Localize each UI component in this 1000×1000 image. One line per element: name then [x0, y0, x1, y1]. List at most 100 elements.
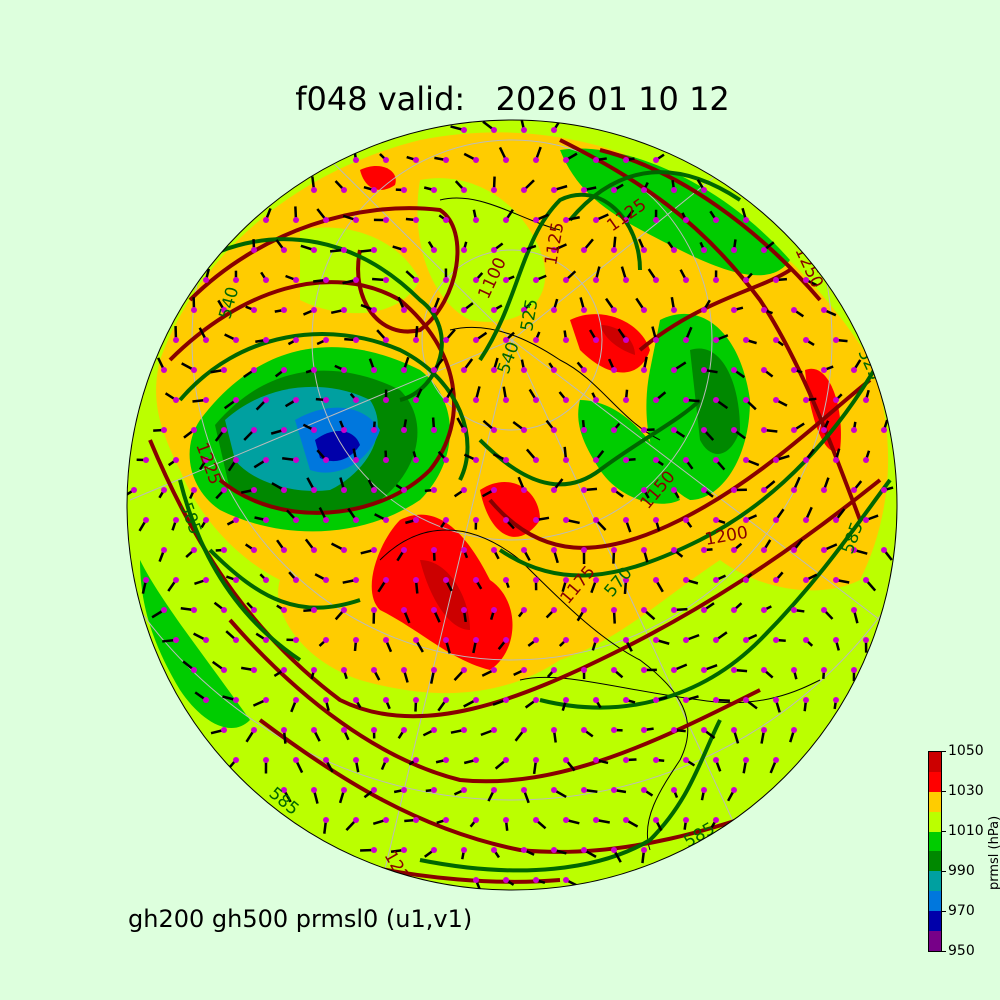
wind-dot [293, 517, 299, 523]
wind-dot [551, 307, 557, 313]
wind-dot [311, 367, 317, 373]
wind-dot [503, 277, 509, 283]
wind-dot [743, 217, 749, 223]
wind-dot [773, 697, 779, 703]
wind-dot [503, 217, 509, 223]
wind-dot [803, 517, 809, 523]
wind-dot [371, 367, 377, 373]
wind-dot [611, 427, 617, 433]
wind-dot [671, 427, 677, 433]
wind-dot [863, 517, 869, 523]
colorbar-segment [929, 851, 941, 872]
wind-dot [731, 487, 737, 493]
wind-dot [401, 667, 407, 673]
wind-dot [353, 697, 359, 703]
wind-dot [473, 697, 479, 703]
wind-dot [671, 307, 677, 313]
wind-dot [491, 787, 497, 793]
wind-dot [401, 607, 407, 613]
wind-dot [851, 607, 857, 613]
wind-dot [653, 817, 659, 823]
wind-dot [353, 637, 359, 643]
wind-dot [473, 277, 479, 283]
wind-dot [473, 337, 479, 343]
wind-dot [773, 277, 779, 283]
wind-dot [383, 637, 389, 643]
wind-dot [173, 397, 179, 403]
wind-dot [413, 457, 419, 463]
wind-dot [203, 397, 209, 403]
wind-dot [773, 637, 779, 643]
wind-dot [743, 517, 749, 523]
wind-dot [281, 307, 287, 313]
wind-dot [683, 457, 689, 463]
wind-dot [533, 397, 539, 403]
wind-dot [371, 607, 377, 613]
wind-dot [791, 727, 797, 733]
wind-dot [623, 397, 629, 403]
wind-dot [461, 607, 467, 613]
wind-dot [791, 427, 797, 433]
wind-dot [401, 187, 407, 193]
wind-dot [323, 457, 329, 463]
wind-dot [833, 337, 839, 343]
wind-dot [233, 757, 239, 763]
wind-dot [761, 487, 767, 493]
wind-dot [281, 667, 287, 673]
wind-dot [683, 397, 689, 403]
wind-dot [263, 637, 269, 643]
wind-dot [881, 547, 887, 553]
wind-dot [611, 487, 617, 493]
wind-dot [653, 157, 659, 163]
wind-dot [383, 157, 389, 163]
wind-dot [593, 697, 599, 703]
wind-dot [821, 547, 827, 553]
wind-dot [491, 727, 497, 733]
wind-dot [713, 457, 719, 463]
wind-dot [491, 247, 497, 253]
wind-dot [281, 607, 287, 613]
wind-dot [251, 667, 257, 673]
wind-dot [473, 817, 479, 823]
wind-dot [473, 157, 479, 163]
wind-dot [191, 427, 197, 433]
wind-dot [323, 637, 329, 643]
wind-dot [461, 727, 467, 733]
wind-dot [413, 397, 419, 403]
wind-dot [473, 217, 479, 223]
wind-dot [653, 697, 659, 703]
wind-dot [641, 187, 647, 193]
wind-dot [293, 757, 299, 763]
wind-dot [701, 667, 707, 673]
wind-dot [821, 487, 827, 493]
wind-dot [581, 427, 587, 433]
colorbar-segment [929, 751, 941, 772]
wind-dot [653, 457, 659, 463]
wind-dot [623, 217, 629, 223]
wind-dot [533, 697, 539, 703]
wind-dot [311, 547, 317, 553]
wind-dot [623, 757, 629, 763]
wind-dot [641, 787, 647, 793]
wind-dot [461, 787, 467, 793]
wind-dot [221, 427, 227, 433]
wind-dot [221, 547, 227, 553]
wind-dot [683, 817, 689, 823]
wind-dot [761, 367, 767, 373]
wind-dot [503, 577, 509, 583]
colorbar-tick: 1010 [941, 823, 984, 839]
wind-dot [851, 667, 857, 673]
wind-dot [671, 607, 677, 613]
wind-dot [263, 277, 269, 283]
wind-dot [383, 217, 389, 223]
map-subtitle: gh200 gh500 prmsl0 (u1,v1) [128, 905, 473, 933]
wind-dot [653, 577, 659, 583]
wind-dot [611, 247, 617, 253]
map-title: f048 valid: 2026 01 10 12 [295, 80, 730, 118]
wind-dot [641, 847, 647, 853]
wind-dot [503, 697, 509, 703]
wind-dot [563, 457, 569, 463]
wind-dot [533, 877, 539, 883]
wind-dot [461, 487, 467, 493]
